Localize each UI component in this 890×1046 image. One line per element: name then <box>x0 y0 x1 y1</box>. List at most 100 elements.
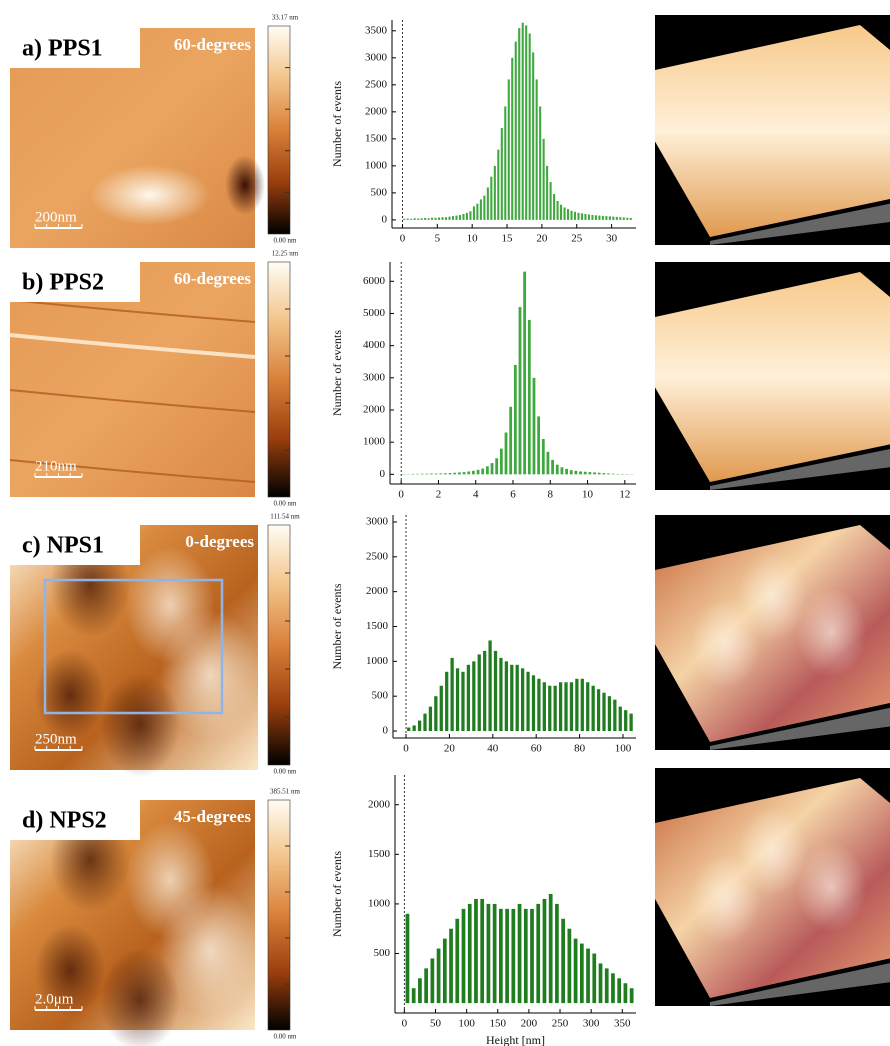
colorbar-max: 385.51 nm <box>270 788 301 796</box>
colorbar <box>267 799 291 1031</box>
bar <box>602 473 606 475</box>
bar <box>481 468 485 475</box>
bar <box>570 210 573 220</box>
bar <box>458 472 461 475</box>
bar <box>580 213 584 220</box>
bar <box>417 218 420 220</box>
bar <box>623 983 628 1004</box>
bar <box>448 216 451 220</box>
afm-feature <box>35 924 105 1016</box>
view3d-feature <box>737 806 808 897</box>
x-tick-label: 0 <box>402 1018 408 1030</box>
y-tick-label: 3500 <box>365 24 388 36</box>
bar <box>577 212 580 220</box>
bar <box>439 473 443 475</box>
y-tick-label: 1000 <box>365 159 388 171</box>
bar <box>485 466 489 475</box>
bar <box>465 212 468 220</box>
bar <box>420 473 424 475</box>
bar <box>495 458 499 475</box>
afm-feature <box>35 649 105 741</box>
bar <box>467 471 471 475</box>
x-tick-label: 300 <box>583 1018 600 1030</box>
bar <box>537 678 541 732</box>
bar <box>479 199 482 220</box>
view3d-side <box>655 898 890 1006</box>
afm-feature <box>9 299 256 323</box>
bar <box>507 79 510 220</box>
bar <box>626 217 629 220</box>
afm-feature <box>100 673 180 777</box>
y-tick-label: 1500 <box>365 132 388 144</box>
view3d-feature <box>796 587 867 678</box>
bar <box>476 203 479 220</box>
y-tick-label: 0 <box>383 725 389 737</box>
bar <box>497 149 500 220</box>
bar <box>423 713 427 732</box>
bar <box>412 725 416 732</box>
bar <box>542 138 545 220</box>
bar <box>480 898 485 1004</box>
bar <box>602 692 606 732</box>
afm-feature <box>160 610 260 740</box>
bar <box>541 438 545 475</box>
bar <box>542 898 547 1004</box>
bar <box>553 685 557 732</box>
bar <box>548 685 552 732</box>
bar <box>535 79 538 220</box>
y-axis-label: Number of events <box>330 81 344 167</box>
bar <box>598 963 603 1004</box>
y-axis-label: Number of events <box>330 583 344 669</box>
bar <box>569 682 574 732</box>
y-axis-label: Number of events <box>330 330 344 416</box>
bar <box>450 657 454 732</box>
bar <box>593 472 596 475</box>
bar <box>434 473 438 475</box>
y-tick-label: 1000 <box>363 436 386 448</box>
bar <box>596 689 601 732</box>
bar <box>499 657 503 732</box>
bar <box>467 903 472 1004</box>
scale-bar-label: 200nm <box>35 209 77 225</box>
bar <box>453 472 457 475</box>
bar <box>427 218 430 220</box>
x-tick-label: 20 <box>536 233 548 245</box>
bar <box>629 218 632 220</box>
y-tick-label: 2000 <box>363 404 386 416</box>
bar <box>613 699 617 732</box>
view3d-side <box>655 644 890 750</box>
bar <box>580 678 584 732</box>
bar <box>597 472 601 475</box>
x-tick-label: 250 <box>552 1018 569 1030</box>
bar <box>608 216 611 220</box>
afm-feature <box>9 333 256 359</box>
bar <box>526 671 530 732</box>
bar <box>449 928 453 1004</box>
bar <box>518 28 521 220</box>
bar <box>451 216 455 220</box>
bar <box>605 216 608 220</box>
y-tick-label: 2000 <box>368 798 391 810</box>
bar <box>424 968 429 1004</box>
x-tick-label: 30 <box>606 233 618 245</box>
bar <box>560 467 564 475</box>
bar <box>407 727 411 732</box>
bar <box>591 685 595 732</box>
colorbar-min: 0.00 nm <box>274 237 298 245</box>
bar <box>509 406 513 475</box>
afm-feature <box>160 885 260 1015</box>
x-tick-label: 0 <box>403 743 409 755</box>
x-tick-label: 4 <box>473 489 479 501</box>
bar <box>549 182 552 220</box>
bar <box>546 165 549 220</box>
colorbar-min: 0.00 nm <box>274 1033 298 1041</box>
y-tick-label: 2000 <box>365 105 388 117</box>
afm-feature <box>100 948 180 1046</box>
bar <box>607 473 610 475</box>
panel-angle: 60-degrees <box>174 269 251 288</box>
bar <box>403 218 406 220</box>
bar <box>490 176 493 220</box>
afm-feature <box>9 389 256 413</box>
scale-bar-label: 2.0μm <box>35 991 74 1007</box>
